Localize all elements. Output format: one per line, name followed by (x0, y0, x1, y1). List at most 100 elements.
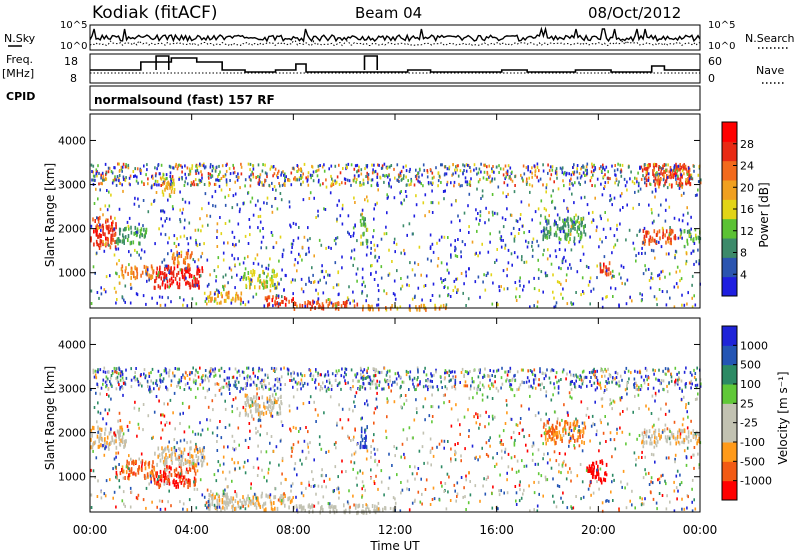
heatmap-cell (97, 226, 99, 230)
heatmap-cell (255, 496, 258, 500)
heatmap-cell (221, 493, 224, 498)
heatmap-cell (662, 164, 664, 168)
heatmap-cell (513, 374, 515, 378)
heatmap-cell (361, 291, 363, 295)
heatmap-cell (582, 290, 584, 293)
heatmap-cell (270, 501, 273, 506)
heatmap-cell (435, 370, 437, 374)
heatmap-cell (153, 198, 156, 202)
heatmap-cell (491, 170, 493, 173)
heatmap-cell (158, 227, 160, 231)
heatmap-cell (250, 278, 252, 282)
heatmap-cell (336, 203, 339, 207)
heatmap-cell (579, 432, 581, 437)
heatmap-cell (280, 501, 283, 506)
heatmap-cell (620, 276, 622, 280)
heatmap-cell (461, 240, 464, 244)
heatmap-cell (621, 281, 623, 285)
heatmap-cell (667, 163, 669, 167)
heatmap-cell (580, 230, 582, 235)
heatmap-cell (373, 367, 376, 371)
heatmap-cell (96, 228, 98, 233)
heatmap-cell (234, 192, 237, 196)
heatmap-cell (528, 183, 531, 187)
heatmap-cell (354, 394, 356, 398)
heatmap-cell (523, 172, 526, 176)
heatmap-cell (196, 269, 198, 274)
heatmap-cell (493, 170, 495, 174)
heatmap-cell (268, 295, 271, 300)
heatmap-cell (685, 182, 688, 186)
heatmap-cell (197, 183, 199, 187)
heatmap-cell (272, 187, 274, 191)
heatmap-cell (594, 374, 596, 378)
heatmap-cell (491, 210, 494, 214)
heatmap-cell (680, 277, 683, 281)
heatmap-cell (498, 230, 501, 234)
heatmap-cell (563, 403, 565, 407)
heatmap-cell (163, 210, 166, 214)
heatmap-cell (694, 303, 697, 307)
heatmap-cell (149, 390, 151, 394)
heatmap-cell (159, 458, 162, 463)
heatmap-cell (262, 183, 265, 187)
heatmap-cell (411, 378, 414, 382)
heatmap-cell (98, 243, 100, 248)
heatmap-cell (118, 432, 120, 437)
heatmap-cell (602, 175, 605, 179)
heatmap-cell (431, 211, 434, 214)
heatmap-cell (363, 182, 365, 186)
heatmap-cell (291, 166, 294, 170)
heatmap-cell (623, 177, 626, 181)
heatmap-cell (95, 225, 97, 230)
heatmap-cell (124, 227, 126, 231)
heatmap-cell (451, 173, 453, 177)
heatmap-cell (576, 219, 579, 224)
heatmap-cell (507, 164, 510, 168)
heatmap-cell (527, 168, 529, 172)
heatmap-cell (191, 283, 194, 287)
heatmap-cell (124, 269, 127, 274)
heatmap-cell (618, 272, 621, 276)
heatmap-cell (343, 375, 345, 379)
heatmap-cell (367, 173, 370, 177)
heatmap-cell (134, 276, 137, 281)
heatmap-cell (365, 438, 367, 442)
heatmap-cell (288, 299, 290, 304)
heatmap-cell (151, 500, 153, 504)
heatmap-cell (596, 225, 598, 229)
heatmap-cell (425, 384, 427, 388)
heatmap-cell (677, 430, 679, 435)
heatmap-cell (648, 279, 651, 282)
heatmap-cell (207, 172, 210, 175)
heatmap-cell (181, 458, 183, 463)
heatmap-cell (180, 270, 183, 274)
heatmap-cell (204, 378, 206, 382)
heatmap-cell (198, 178, 200, 182)
heatmap-cell (408, 375, 411, 379)
heatmap-cell (228, 266, 231, 270)
heatmap-cell (336, 487, 338, 491)
heatmap-cell (329, 299, 331, 304)
heatmap-cell (359, 183, 361, 187)
heatmap-cell (274, 299, 276, 304)
heatmap-cell (90, 388, 92, 391)
heatmap-cell (504, 177, 506, 181)
heatmap-cell (293, 177, 295, 181)
heatmap-cell (600, 169, 603, 173)
heatmap-cell (168, 371, 170, 375)
heatmap-cell (164, 267, 166, 271)
heatmap-cell (227, 241, 229, 245)
heatmap-cell (249, 375, 251, 379)
heatmap-cell (397, 173, 400, 177)
heatmap-cell (497, 368, 500, 372)
heatmap-cell (115, 222, 117, 227)
heatmap-cell (155, 172, 157, 176)
heatmap-cell (318, 178, 320, 182)
heatmap-cell (167, 296, 169, 300)
heatmap-cell (557, 434, 559, 439)
heatmap-cell (604, 173, 606, 177)
heatmap-cell (429, 379, 432, 383)
heatmap-cell (569, 263, 571, 267)
heatmap-cell (603, 187, 605, 190)
